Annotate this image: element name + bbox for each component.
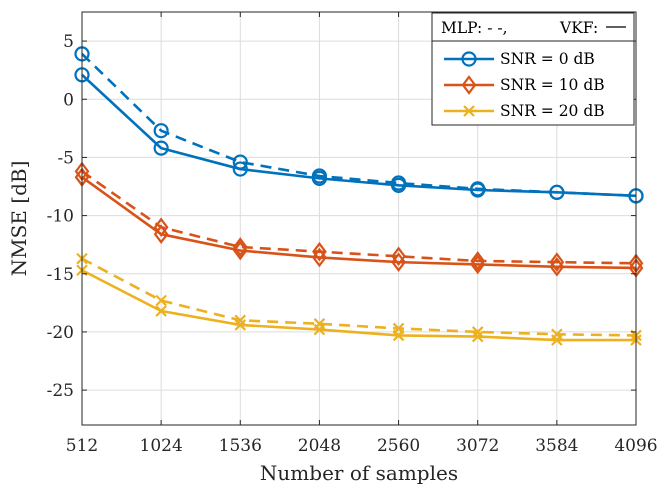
data-point-marker xyxy=(551,334,563,346)
data-point-marker-stroke xyxy=(234,319,247,331)
legend-label: SNR = 20 dB xyxy=(500,102,605,120)
x-axis-label: Number of samples xyxy=(260,461,458,485)
data-point-marker-stroke xyxy=(471,330,484,343)
data-point-marker xyxy=(391,246,406,267)
data-point-marker-stroke xyxy=(313,323,326,336)
legend-entry: SNR = 20 dB xyxy=(444,102,605,120)
y-tick-labels: 5 0 -5 -10 -15 -20 -25 xyxy=(47,32,74,401)
data-point-marker-stroke xyxy=(155,305,167,317)
data-point-marker xyxy=(234,319,247,331)
y-tick-label: -5 xyxy=(57,148,74,168)
legend-marker-stroke xyxy=(463,105,475,117)
series-line xyxy=(81,176,637,270)
data-point-marker xyxy=(312,247,327,268)
series-line xyxy=(81,269,636,342)
legend-entry: SNR = 10 dB xyxy=(444,75,605,95)
data-point-marker xyxy=(471,330,484,343)
data-point-marker xyxy=(232,240,248,261)
data-point-marker xyxy=(392,329,405,342)
data-point-marker xyxy=(470,182,486,198)
data-point-marker xyxy=(391,252,406,272)
y-axis-label: NMSE [dB] xyxy=(7,161,31,277)
x-tick-label: 3584 xyxy=(535,436,578,456)
y-tick-label: 0 xyxy=(63,90,74,110)
data-point-marker xyxy=(470,251,486,271)
data-point-marker xyxy=(470,254,486,275)
data-point-marker xyxy=(155,305,167,317)
data-point-marker xyxy=(311,170,328,186)
legend-label: SNR = 10 dB xyxy=(500,76,605,94)
legend-label: SNR = 0 dB xyxy=(500,50,595,68)
x-tick-label: 4096 xyxy=(614,436,657,456)
x-tick-label: 1024 xyxy=(140,436,183,456)
series-line xyxy=(81,52,637,198)
legend-marker xyxy=(461,75,477,95)
x-tick-label: 512 xyxy=(66,436,98,456)
series-line xyxy=(81,170,637,265)
data-point-marker xyxy=(549,256,565,277)
data-point-marker xyxy=(549,184,565,200)
series-vkf-10db xyxy=(74,167,644,278)
y-tick-label: -15 xyxy=(47,265,74,285)
legend-entries: SNR = 0 dB SNR = 10 dB SNR = 20 dB xyxy=(444,50,605,120)
data-point-marker-stroke xyxy=(155,294,167,307)
series-line xyxy=(81,257,637,337)
x-tick-labels: 512 1024 1536 2048 2560 3072 3584 4096 xyxy=(66,436,657,456)
x-tick-label: 3072 xyxy=(456,436,499,456)
data-point-marker xyxy=(549,252,565,272)
legend-header-vkf: VKF: xyxy=(559,19,598,37)
data-point-marker xyxy=(232,161,248,177)
x-tick-label: 2048 xyxy=(298,436,341,456)
plot-frame xyxy=(81,11,637,426)
data-point-marker xyxy=(153,140,169,156)
y-tick-label: -20 xyxy=(47,323,74,343)
series-vkf-0db xyxy=(74,67,644,204)
data-point-marker xyxy=(153,224,169,245)
data-point-marker xyxy=(153,123,169,139)
y-tick-label: -25 xyxy=(47,381,74,401)
x-tick-label: 2560 xyxy=(377,436,420,456)
data-point-marker xyxy=(312,241,327,262)
data-point-marker xyxy=(313,323,326,336)
x-tick-label: 1536 xyxy=(219,436,262,456)
legend-marker xyxy=(463,105,475,117)
data-point-marker xyxy=(232,237,248,257)
legend-header-mlp: MLP: - -, xyxy=(441,19,508,37)
data-point-marker-stroke xyxy=(551,334,563,346)
legend-entry: SNR = 0 dB xyxy=(444,50,595,68)
data-point-marker xyxy=(390,177,407,193)
axis-ticks xyxy=(81,12,637,425)
data-point-marker-stroke xyxy=(392,329,405,342)
series-line xyxy=(81,73,637,198)
y-tick-label: 5 xyxy=(63,32,74,52)
legend-marker xyxy=(461,51,477,67)
data-point-marker xyxy=(155,294,167,307)
y-tick-label: -10 xyxy=(47,207,74,227)
